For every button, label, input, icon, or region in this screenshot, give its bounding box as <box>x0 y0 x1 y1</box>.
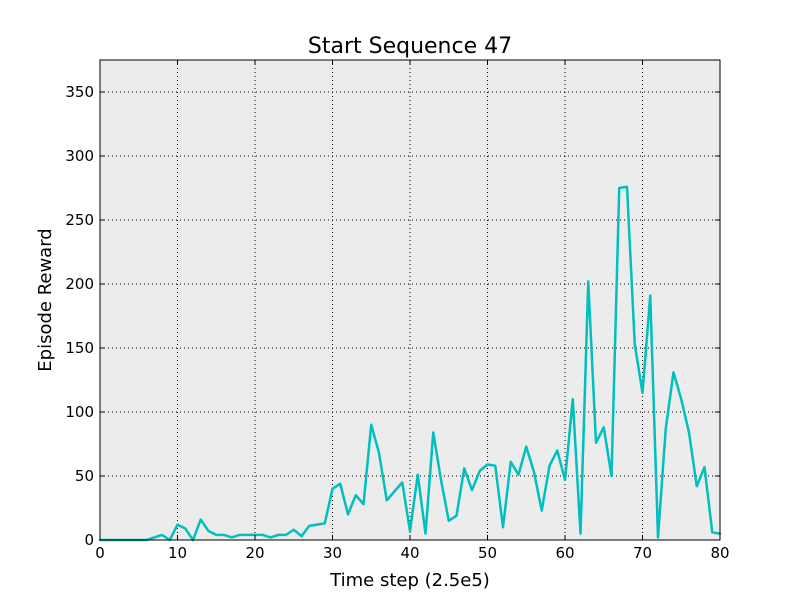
x-tick-label: 70 <box>633 544 652 562</box>
y-tick-label: 250 <box>65 211 94 229</box>
y-tick-label: 350 <box>65 83 94 101</box>
tick-marks <box>99 60 721 541</box>
y-tick-label: 200 <box>65 275 94 293</box>
y-tick-label: 100 <box>65 403 94 421</box>
x-tick-label: 80 <box>710 544 729 562</box>
tick-labels: 0 10 20 30 40 50 60 70 80 0 50 100 150 200 250 300 350 <box>65 83 729 562</box>
y-tick-label: 300 <box>65 147 94 165</box>
y-tick-label: 50 <box>75 467 94 485</box>
x-tick-label: 40 <box>400 544 419 562</box>
x-tick-label: 60 <box>555 544 574 562</box>
x-tick-label: 10 <box>168 544 187 562</box>
y-axis-label: Episode Reward <box>35 228 56 371</box>
x-axis-label: Time step (2.5e5) <box>329 570 490 591</box>
chart-title: Start Sequence 47 <box>308 34 512 59</box>
x-tick-label: 20 <box>245 544 264 562</box>
y-tick-label: 0 <box>84 531 94 549</box>
x-tick-label: 0 <box>95 544 105 562</box>
y-tick-label: 150 <box>65 339 94 357</box>
x-tick-label: 30 <box>323 544 342 562</box>
x-tick-label: 50 <box>478 544 497 562</box>
